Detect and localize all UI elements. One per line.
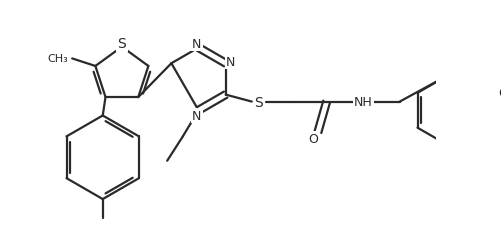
- Text: O: O: [309, 133, 319, 146]
- Text: N: N: [192, 110, 201, 122]
- Text: Cl: Cl: [498, 87, 501, 100]
- Text: NH: NH: [354, 96, 373, 109]
- Text: CH₃: CH₃: [47, 54, 68, 64]
- Text: N: N: [226, 56, 235, 69]
- Text: S: S: [118, 37, 126, 51]
- Text: N: N: [192, 38, 201, 50]
- Text: S: S: [255, 95, 263, 109]
